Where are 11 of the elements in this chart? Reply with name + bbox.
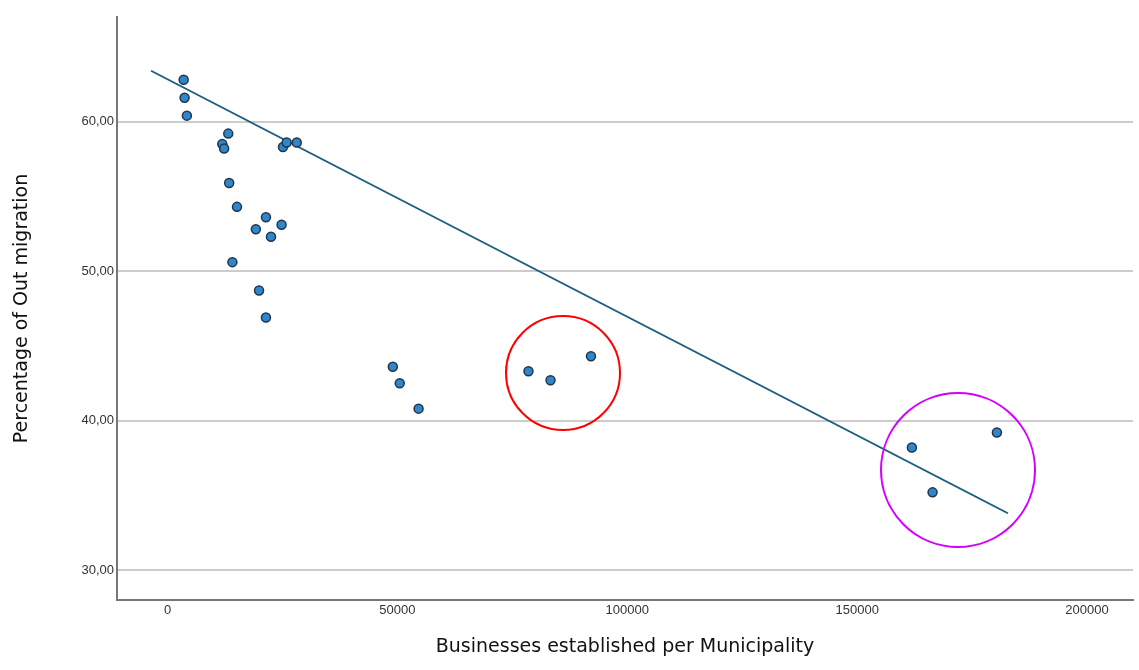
x-axis-title: Businesses established per Municipality [435,633,815,656]
y-axis-title: Percentage of Out migration [9,173,32,444]
x-tick-label: 200000 [1065,602,1109,618]
y-tick-label: 40,00 [81,412,114,428]
x-tick-label: 100000 [605,602,649,618]
y-tick-label: 30,00 [81,561,114,577]
x-tick-label: 150000 [835,602,879,618]
x-tick-label: 50000 [379,602,416,618]
x-tick-label: 0 [163,602,172,618]
y-tick-label: 60,00 [81,113,114,129]
y-tick-label: 50,00 [81,262,114,278]
